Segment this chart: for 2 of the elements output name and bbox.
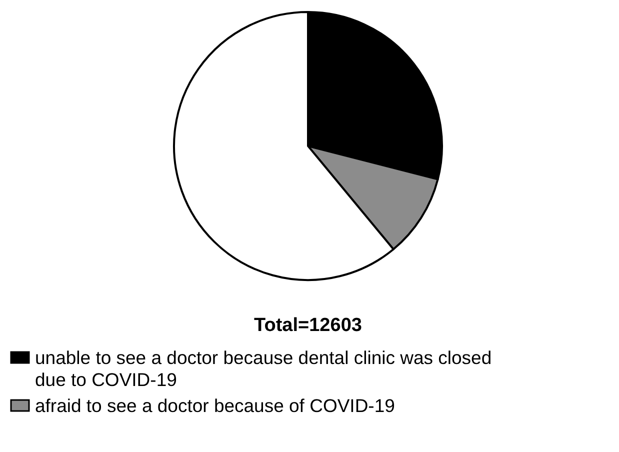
text: Total=12603 (254, 315, 362, 336)
legend-label: afraid to see a doctor because of COVID-19 (35, 395, 395, 416)
